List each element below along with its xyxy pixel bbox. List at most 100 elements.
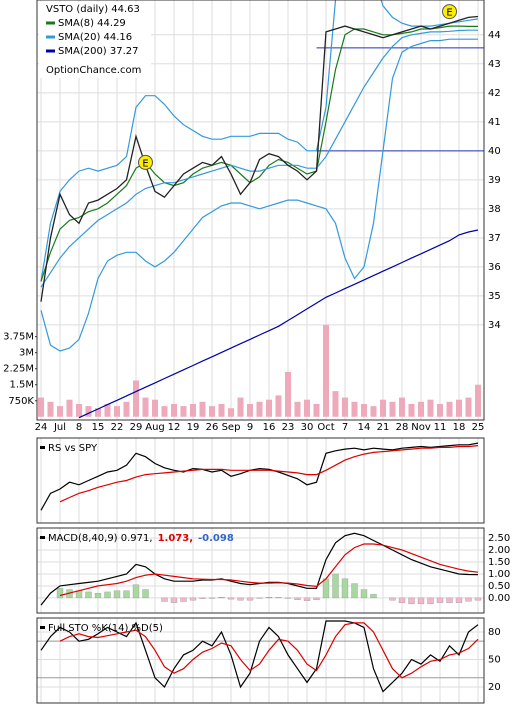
legend-label: Full STO %K(14) %D(5) xyxy=(48,623,163,634)
y-tick-label: 34 xyxy=(488,320,501,331)
volume-bar xyxy=(418,401,424,417)
legend-label: RS vs SPY xyxy=(48,443,98,454)
y-tick-label: 40 xyxy=(488,146,501,157)
event-marker xyxy=(442,4,457,20)
legend-swatch xyxy=(40,626,45,629)
volume-bar xyxy=(190,403,196,417)
event-label: E xyxy=(142,158,148,169)
volume-bar xyxy=(152,399,158,417)
volume-bar xyxy=(256,401,263,417)
legend-label: SMA(20) 44.16 xyxy=(58,32,132,43)
histogram-bar xyxy=(360,589,368,599)
x-tick-label: 21 xyxy=(377,422,390,433)
volume-bar xyxy=(237,397,244,417)
y-tick-label: 1.50 xyxy=(488,557,510,568)
histogram-bar xyxy=(341,578,349,599)
x-tick-label: 19 xyxy=(187,422,200,433)
y-tick-label: 0.50 xyxy=(488,581,510,592)
volume-bar xyxy=(437,403,443,417)
series-line xyxy=(78,229,479,419)
volume-bar xyxy=(247,403,253,417)
y-tick-label: 38 xyxy=(488,204,501,215)
x-tick-label: 12 xyxy=(168,422,181,433)
x-tick-label: 30 xyxy=(301,422,314,433)
x-tick-label: 8 xyxy=(76,422,82,433)
x-tick-label: Aug xyxy=(145,422,165,433)
x-tick-label: 23 xyxy=(282,422,295,433)
panel-frame xyxy=(36,0,485,421)
event-label: E xyxy=(446,8,452,19)
y-tick-label: 80 xyxy=(488,627,501,638)
y-tick-label: 1.00 xyxy=(488,569,510,580)
histogram-bar xyxy=(104,591,111,599)
volume-bar xyxy=(427,399,434,417)
x-tick-label: 28 xyxy=(396,422,409,433)
histogram-bar xyxy=(113,590,121,599)
chart-title: VSTO (daily) 44.63 xyxy=(46,4,140,15)
volume-bar xyxy=(399,397,405,417)
x-tick-label: 9 xyxy=(247,422,253,433)
y-tick-label: 50 xyxy=(488,654,501,665)
histogram-bar xyxy=(218,597,225,599)
x-tick-label: Sep xyxy=(222,422,241,433)
x-tick-label: 15 xyxy=(92,422,105,433)
volume-bar xyxy=(323,324,329,417)
y-tick-label: 39 xyxy=(488,175,501,186)
y-tick-label: 20 xyxy=(488,682,501,693)
histogram-bar xyxy=(322,578,330,599)
y-tick-label: 44 xyxy=(488,30,501,41)
x-tick-label: 29 xyxy=(130,422,143,433)
volume-bar xyxy=(199,401,206,417)
x-tick-label: 22 xyxy=(111,422,124,433)
volume-bar xyxy=(475,384,481,417)
volume-tick-label: 3.75M xyxy=(3,332,34,343)
histogram-bar xyxy=(427,597,434,605)
series-line xyxy=(40,442,479,511)
histogram-bar xyxy=(332,573,339,599)
volume-bar xyxy=(456,399,462,417)
volume-tick-label: 1.5M xyxy=(9,380,34,391)
legend-swatch xyxy=(40,536,45,539)
watermark: OptionChance.com xyxy=(46,65,141,76)
x-tick-label: 24 xyxy=(35,422,48,433)
histogram-bar xyxy=(227,597,235,600)
panel-frame xyxy=(36,527,485,614)
volume-bar xyxy=(285,371,291,417)
panel-frame xyxy=(36,617,485,704)
x-tick-label: 7 xyxy=(342,422,348,433)
histogram-bar xyxy=(351,583,358,599)
panel-background xyxy=(37,438,484,523)
histogram-bar xyxy=(436,597,444,603)
histogram-bar xyxy=(246,597,254,601)
legend-swatch xyxy=(46,35,55,39)
x-tick-label: Nov xyxy=(411,422,431,433)
event-marker xyxy=(138,154,153,170)
volume-bar xyxy=(171,403,177,417)
volume-bar xyxy=(180,406,187,417)
volume-bar xyxy=(95,408,101,417)
y-tick-label: 2.00 xyxy=(488,545,510,556)
volume-bar xyxy=(123,401,130,417)
plot-area xyxy=(37,528,484,613)
volume-bar xyxy=(57,406,63,417)
histogram-bar xyxy=(446,597,453,603)
volume-tick-label: 750K xyxy=(8,396,34,407)
histogram-bar xyxy=(94,592,102,599)
volume-bar xyxy=(114,406,120,417)
volume-bar xyxy=(370,406,377,417)
y-tick-label: 36 xyxy=(488,262,501,273)
legend-swatch xyxy=(46,21,55,25)
plot-area xyxy=(37,618,484,703)
histogram-bar xyxy=(455,597,463,603)
series-line xyxy=(40,25,478,282)
x-tick-label: 14 xyxy=(358,422,371,433)
volume-bar xyxy=(446,401,453,417)
volume-bar xyxy=(85,406,92,417)
histogram-bar xyxy=(313,597,320,600)
histogram-bar xyxy=(474,597,482,601)
histogram-bar xyxy=(389,597,396,601)
volume-tick-label: 2.25M xyxy=(3,364,34,375)
histogram-bar xyxy=(408,597,415,605)
volume-bar xyxy=(294,401,301,417)
